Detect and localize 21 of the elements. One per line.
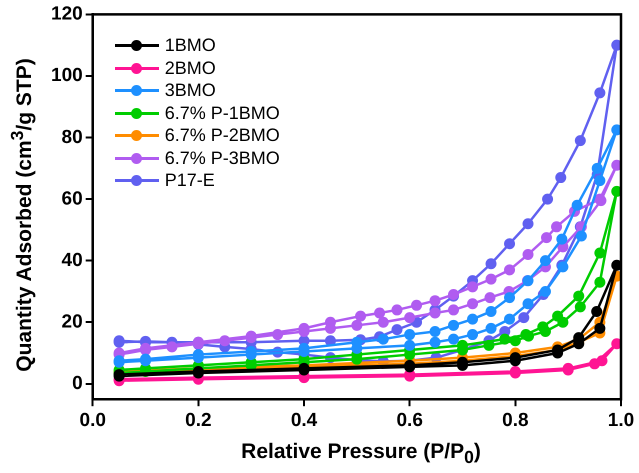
x-tick-label: 0.8: [502, 410, 529, 431]
legend-label: 6.7% P-3BMO: [164, 146, 280, 170]
x-tick-label: 0.4: [290, 410, 318, 431]
legend-label: 3BMO: [164, 79, 216, 102]
legend-label: 6.7% P-2BMO: [164, 124, 280, 147]
legend-label: 1BMO: [164, 34, 216, 57]
legend-label: 2BMO: [164, 56, 216, 80]
y-tick-label: 60: [62, 188, 83, 210]
x-tick-label: 1.0: [608, 410, 634, 431]
x-tick-label: 0.0: [79, 410, 106, 431]
y-tick-label: 40: [62, 250, 83, 271]
x-tick-label: 0.2: [185, 410, 212, 431]
y-tick-label: 0: [72, 373, 83, 394]
y-tick-label: 20: [62, 311, 83, 332]
x-tick-label: 0.6: [396, 410, 423, 431]
x-axis-title: Relative Pressure (P/P$_{0}$): [240, 440, 482, 468]
legend-label: P17-E: [164, 169, 215, 192]
y-tick-label: 100: [51, 65, 83, 86]
y-tick-label: 80: [62, 126, 83, 148]
y-tick-label: 120: [51, 4, 83, 25]
legend-label: 6.7% P-1BMO: [164, 102, 280, 124]
